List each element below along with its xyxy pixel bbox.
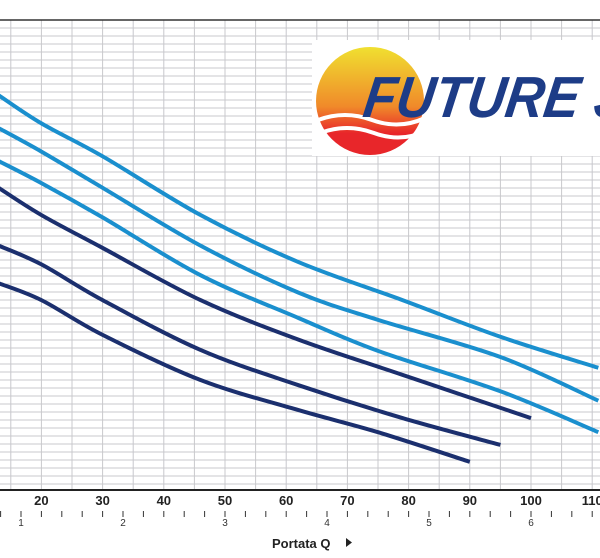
x-tick-label: 100 (520, 493, 542, 508)
x-tick-label: 50 (218, 493, 232, 508)
x-tick-label: 90 (463, 493, 477, 508)
x-tick-label: 40 (157, 493, 171, 508)
x-primary-ticks: 20 30 40 50 60 70 80 90 100 110 (34, 493, 600, 508)
x-tick-label: 70 (340, 493, 354, 508)
curves (0, 93, 600, 464)
future-jet-logo: FUTURE J (312, 40, 600, 156)
x-secondary-tick-label: 3 (222, 518, 228, 529)
x-secondary-tick-label: 5 (426, 518, 432, 529)
curve-5 (0, 244, 501, 447)
x-tick-label: 60 (279, 493, 293, 508)
x-secondary-tick-label: 2 (120, 518, 126, 529)
curve-6 (0, 281, 471, 464)
curve-1 (0, 93, 599, 370)
x-secondary-ticks: 1 2 3 4 5 6 (0, 511, 593, 529)
x-tick-label: 80 (401, 493, 415, 508)
x-axis-label: Portata Q (272, 536, 331, 551)
x-secondary-tick-label: 6 (528, 518, 534, 529)
x-tick-label: 20 (34, 493, 48, 508)
curve-4 (0, 186, 532, 420)
curve-2 (0, 126, 600, 403)
x-secondary-tick-label: 1 (18, 518, 24, 529)
triangle-right-icon (346, 538, 352, 547)
curve-3 (0, 159, 600, 435)
x-tick-label: 30 (95, 493, 109, 508)
x-secondary-tick-label: 4 (324, 518, 330, 529)
logo-text: FUTURE J (360, 65, 600, 130)
x-tick-label: 110 (582, 493, 600, 508)
